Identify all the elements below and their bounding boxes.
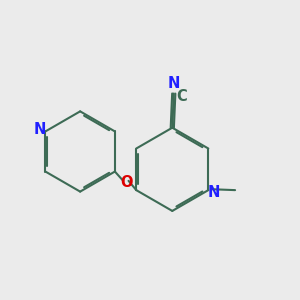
Text: C: C: [177, 89, 188, 104]
Text: N: N: [168, 76, 180, 91]
Text: N: N: [208, 185, 220, 200]
Text: O: O: [120, 175, 132, 190]
Text: N: N: [33, 122, 46, 137]
